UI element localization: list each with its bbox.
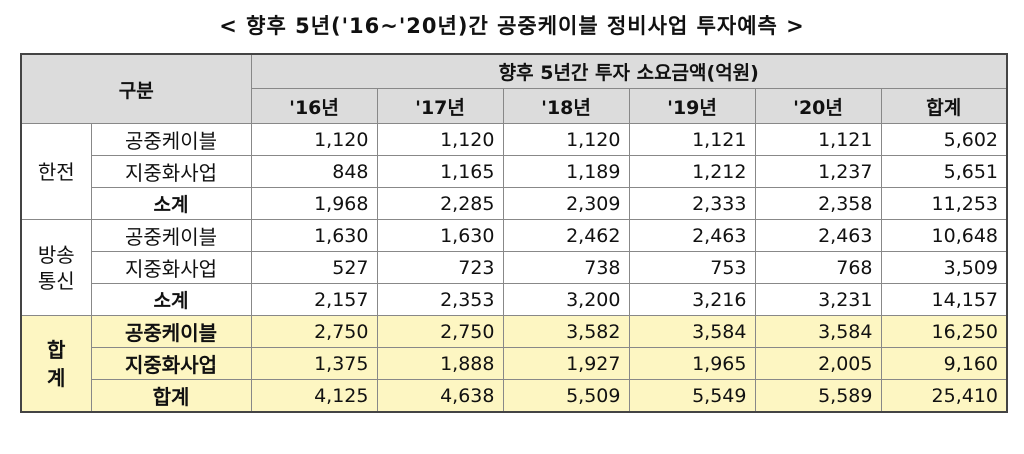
header-year: '17년 xyxy=(376,88,504,124)
table-cell: 2,463 xyxy=(754,219,882,252)
table-cell: 848 xyxy=(250,155,378,188)
table-row: 한전 공중케이블 1,120 1,120 1,120 1,121 1,121 5,602 xyxy=(20,123,1008,220)
table-cell: 3,231 xyxy=(754,283,882,316)
table-cell: 1,121 xyxy=(754,123,882,156)
table-cell: 738 xyxy=(502,251,630,284)
table-cell: 1,120 xyxy=(376,123,504,156)
header-year: '18년 xyxy=(502,88,630,124)
table-row: 합 계 공중케이블 2,750 2,750 3,582 3,584 3,584 16,250 xyxy=(20,315,1008,413)
investment-table: 구분 향후 5년간 투자 소요금액(억원) '16년 '17년 '18년 '19… xyxy=(20,53,1009,413)
table-cell: 2,353 xyxy=(376,283,504,316)
table-row: 지중화사업 848 1,165 1,189 1,212 1,237 5,651 xyxy=(21,155,1008,188)
table-cell: 1,630 xyxy=(250,219,378,252)
table-cell: 10,648 xyxy=(880,219,1008,252)
table-row: 소계 1,968 2,285 2,309 2,333 2,358 11,253 xyxy=(21,187,1008,220)
table-cell: 1,189 xyxy=(502,155,630,188)
table-cell: 1,630 xyxy=(376,219,504,252)
header-category: 구분 xyxy=(20,53,252,124)
group-label: 방송 통신 xyxy=(20,219,92,316)
table-cell: 3,509 xyxy=(880,251,1008,284)
table-cell: 3,200 xyxy=(502,283,630,316)
row-label: 공중케이블 xyxy=(90,219,252,252)
table-cell: 1,120 xyxy=(250,123,378,156)
table-cell: 25,410 xyxy=(880,379,1008,413)
table-cell: 5,602 xyxy=(880,123,1008,156)
table-cell: 2,309 xyxy=(502,187,630,220)
subtotal-label: 소계 xyxy=(90,187,252,220)
row-label: 지중화사업 xyxy=(90,155,252,188)
table-cell: 1,212 xyxy=(628,155,756,188)
table-cell: 753 xyxy=(628,251,756,284)
table-cell: 14,157 xyxy=(880,283,1008,316)
table-cell: 4,638 xyxy=(376,379,504,413)
group-label: 한전 xyxy=(20,123,92,220)
table-row: 방송 통신 공중케이블 1,630 1,630 2,462 2,463 2,463 10,648 xyxy=(20,219,1008,316)
table-cell: 1,927 xyxy=(502,347,630,380)
row-label: 지중화사업 xyxy=(90,347,252,380)
table-cell: 1,121 xyxy=(628,123,756,156)
row-label: 공중케이블 xyxy=(90,315,252,348)
table-cell: 1,965 xyxy=(628,347,756,380)
table-cell: 5,549 xyxy=(628,379,756,413)
table-cell: 3,216 xyxy=(628,283,756,316)
row-label: 지중화사업 xyxy=(90,251,252,284)
page-title: < 향후 5년('16~'20년)간 공중케이블 정비사업 투자예측 > xyxy=(219,14,805,38)
table-row: 소계 2,157 2,353 3,200 3,216 3,231 14,157 xyxy=(21,283,1008,316)
table-cell: 1,120 xyxy=(502,123,630,156)
table-cell: 527 xyxy=(250,251,378,284)
table-cell: 2,462 xyxy=(502,219,630,252)
table-cell: 2,750 xyxy=(250,315,378,348)
table-row: 지중화사업 1,375 1,888 1,927 1,965 2,005 9,160 xyxy=(21,347,1008,380)
table-cell: 2,750 xyxy=(376,315,504,348)
table-cell: 4,125 xyxy=(250,379,378,413)
table-cell: 1,165 xyxy=(376,155,504,188)
header-total: 합계 xyxy=(880,88,1008,124)
table-cell: 768 xyxy=(754,251,882,284)
table-cell: 5,589 xyxy=(754,379,882,413)
header-year: '16년 xyxy=(250,88,378,124)
table-cell: 2,157 xyxy=(250,283,378,316)
header-year: '20년 xyxy=(754,88,882,124)
table-cell: 1,888 xyxy=(376,347,504,380)
row-label: 합계 xyxy=(90,379,252,413)
table-cell: 16,250 xyxy=(880,315,1008,348)
table-cell: 3,582 xyxy=(502,315,630,348)
table-cell: 2,358 xyxy=(754,187,882,220)
subtotal-label: 소계 xyxy=(90,283,252,316)
table-cell: 3,584 xyxy=(628,315,756,348)
table-cell: 3,584 xyxy=(754,315,882,348)
row-label: 공중케이블 xyxy=(90,123,252,156)
table-cell: 2,285 xyxy=(376,187,504,220)
table-cell: 5,509 xyxy=(502,379,630,413)
header-group-title: 향후 5년간 투자 소요금액(억원) xyxy=(250,53,1008,89)
table-cell: 5,651 xyxy=(880,155,1008,188)
table-cell: 9,160 xyxy=(880,347,1008,380)
table-row: 지중화사업 527 723 738 753 768 3,509 xyxy=(21,251,1008,284)
table-cell: 2,333 xyxy=(628,187,756,220)
table-cell: 2,005 xyxy=(754,347,882,380)
table-cell: 1,968 xyxy=(250,187,378,220)
table-cell: 1,237 xyxy=(754,155,882,188)
table-cell: 723 xyxy=(376,251,504,284)
header-year: '19년 xyxy=(628,88,756,124)
table-row: 합계 4,125 4,638 5,509 5,549 5,589 25,410 xyxy=(21,379,1008,413)
table-cell: 2,463 xyxy=(628,219,756,252)
table-cell: 11,253 xyxy=(880,187,1008,220)
table-cell: 1,375 xyxy=(250,347,378,380)
